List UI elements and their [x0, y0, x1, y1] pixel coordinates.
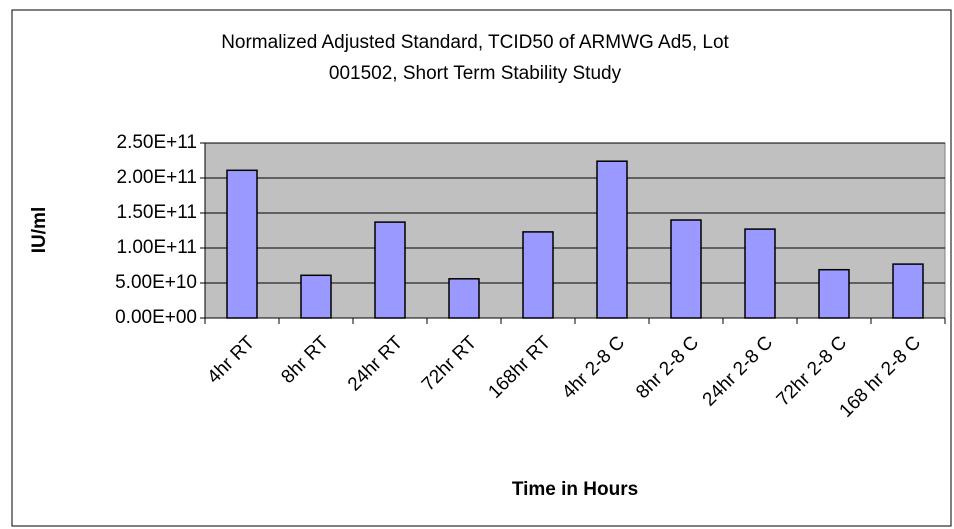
- bar: [448, 278, 480, 319]
- y-tick-label: 1.50E+11: [117, 202, 197, 223]
- chart-title: 001502, Short Term Stability Study: [329, 63, 622, 84]
- x-axis-label: Time in Hours: [512, 479, 638, 500]
- bar: [300, 274, 332, 319]
- y-tick-label: 0.00E+00: [115, 307, 197, 328]
- bar: [744, 228, 776, 319]
- bar: [818, 268, 850, 319]
- bar: [522, 231, 554, 319]
- y-tick-label: 1.00E+11: [117, 237, 197, 258]
- y-axis-label: IU/ml: [29, 207, 50, 253]
- bar: [226, 169, 258, 319]
- y-tick-label: 2.50E+11: [117, 132, 197, 153]
- y-tick-label: 2.00E+11: [117, 167, 197, 188]
- bar: [374, 221, 406, 319]
- chart-title: Normalized Adjusted Standard, TCID50 of …: [221, 32, 729, 53]
- bar: [892, 263, 924, 319]
- bar: [670, 219, 702, 319]
- bar: [596, 160, 628, 319]
- y-tick-label: 5.00E+10: [115, 272, 197, 293]
